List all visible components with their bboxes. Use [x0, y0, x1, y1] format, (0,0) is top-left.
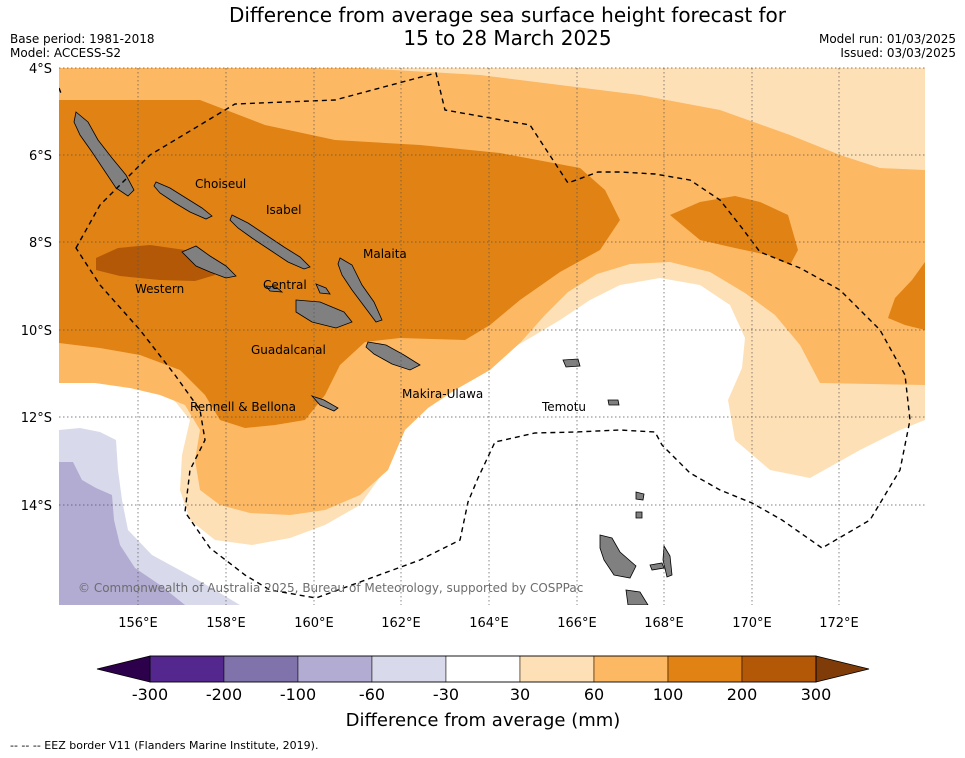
island-malakula — [625, 589, 649, 605]
island-santa-cruz — [562, 358, 581, 368]
colorbar-cell — [519, 655, 595, 683]
contour-field — [59, 68, 925, 605]
lat-label: 6°S — [29, 149, 52, 164]
colorbar-tick-label: -300 — [132, 685, 168, 704]
copyright-text: © Commonwealth of Australia 2025, Bureau… — [78, 581, 583, 595]
lon-label: 158°E — [206, 616, 246, 631]
colorbar-tick-label: 60 — [584, 685, 604, 704]
colorbar-cell — [223, 655, 299, 683]
title-line-1: Difference from average sea surface heig… — [228, 3, 787, 27]
province-label-temotu: Temotu — [541, 400, 586, 414]
colorbar-cell — [741, 655, 817, 683]
map-title: Difference from average sea surface heig… — [0, 4, 965, 50]
province-label-malaita: Malaita — [363, 247, 407, 261]
lat-label: 8°S — [29, 236, 52, 251]
contour-neg-60-100 — [59, 462, 185, 605]
province-label-western: Western — [135, 282, 184, 296]
island-bougainville — [73, 111, 135, 197]
colorbar: -300 -200 -100 -60 -30 30 60 100 200 300… — [96, 655, 870, 731]
province-label-rennell-bellona: Rennell & Bellona — [190, 400, 296, 414]
model-run: Model run: 01/03/2025 — [818, 32, 956, 46]
province-label-guadalcanal: Guadalcanal — [251, 343, 326, 357]
island-russell — [265, 285, 284, 293]
lat-label: 12°S — [21, 411, 52, 426]
colorbar-tick-label: 300 — [801, 685, 832, 704]
gridlines — [59, 67, 925, 605]
island-new-georgia — [181, 245, 237, 279]
lat-label: 4°S — [29, 62, 52, 77]
meta-right: Model run: 01/03/2025 Issued: 03/03/2025 — [819, 32, 956, 60]
island-guadalcanal — [295, 299, 353, 329]
lon-label: 160°E — [294, 616, 334, 631]
colorbar-tick-label: -100 — [280, 685, 316, 704]
island-banks — [635, 491, 645, 501]
colorbar-tick-label: 200 — [727, 685, 758, 704]
colorbar-frame — [149, 655, 817, 683]
colorbar-under-arrow — [96, 655, 151, 683]
lon-label: 168°E — [644, 616, 684, 631]
base-period: Base period: 1981-2018 — [10, 32, 155, 46]
colorbar-tick-label: -200 — [206, 685, 242, 704]
colorbar-cell — [371, 655, 447, 683]
contour-100-200-east — [670, 196, 798, 265]
land-masses — [73, 111, 673, 605]
eez-border-solomon — [75, 72, 911, 599]
meta-left: Base period: 1981-2018 Model: ACCESS-S2 — [10, 32, 155, 60]
colorbar-over-arrow — [815, 655, 870, 683]
island-rennell — [310, 395, 339, 412]
colorbar-cell — [445, 655, 521, 683]
lon-label: 166°E — [557, 616, 597, 631]
island-torres — [635, 511, 643, 519]
eez-legend: -- -- -- EEZ border V11 (Flanders Marine… — [10, 739, 319, 752]
province-label-makira-ulawa: Makira-Ulawa — [402, 387, 483, 401]
colorbar-tick-label: -60 — [359, 685, 385, 704]
island-espiritu-santo — [599, 534, 637, 579]
lon-label: 156°E — [118, 616, 158, 631]
lon-label: 162°E — [381, 616, 421, 631]
colorbar-tick-label: -30 — [433, 685, 459, 704]
island-malaita — [337, 257, 383, 323]
colorbar-cell — [667, 655, 743, 683]
lon-label: 172°E — [819, 616, 859, 631]
lon-label: 170°E — [732, 616, 772, 631]
lat-label: 14°S — [21, 499, 52, 514]
island-maewo — [662, 544, 673, 578]
contour-100-200-edge — [888, 262, 925, 330]
island-florida — [315, 283, 331, 295]
province-label-central: Central — [263, 278, 307, 292]
island-vanikoro — [607, 399, 620, 406]
province-label-choiseul: Choiseul — [195, 177, 246, 191]
issued-date: Issued: 03/03/2025 — [840, 46, 956, 60]
colorbar-cell — [593, 655, 669, 683]
province-label-isabel: Isabel — [266, 203, 301, 217]
colorbar-tick-label: 30 — [510, 685, 530, 704]
colorbar-label: Difference from average (mm) — [346, 710, 621, 731]
lon-label: 164°E — [469, 616, 509, 631]
colorbar-cell — [297, 655, 373, 683]
model-name: Model: ACCESS-S2 — [10, 46, 122, 60]
colorbar-cell — [149, 655, 225, 683]
lat-label: 10°S — [21, 324, 52, 339]
eez-border-fragment — [59, 87, 63, 97]
island-choiseul — [153, 181, 213, 220]
island-makira — [365, 341, 421, 371]
colorbar-tick-label: 100 — [653, 685, 684, 704]
island-isabel — [229, 214, 311, 270]
title-line-2: 15 to 28 March 2025 — [403, 26, 612, 50]
